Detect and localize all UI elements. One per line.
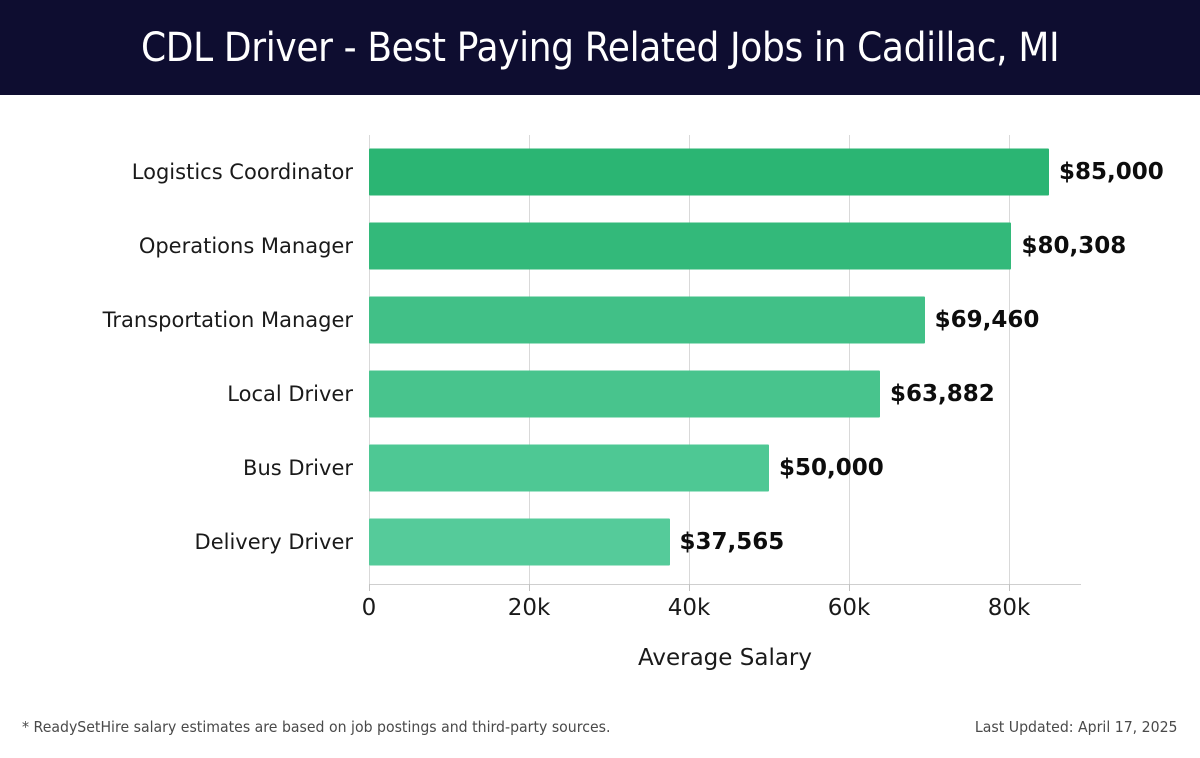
bar-row: Transportation Manager $69,460 — [0, 283, 1200, 357]
bar-value-label: $37,565 — [679, 529, 785, 555]
x-axis-title: Average Salary — [637, 645, 812, 671]
chart-header-band: CDL Driver - Best Paying Related Jobs in… — [0, 0, 1200, 95]
x-tick-mark — [529, 584, 530, 591]
bar-value-label: $80,308 — [1021, 233, 1127, 259]
x-tick-mark — [369, 584, 370, 591]
bar[interactable] — [369, 518, 670, 566]
x-tick-mark — [1009, 584, 1010, 591]
page-title: CDL Driver - Best Paying Related Jobs in… — [140, 24, 1060, 71]
x-tick-label: 80k — [987, 595, 1031, 621]
x-tick-mark — [849, 584, 850, 591]
bar-category-label: Operations Manager — [138, 234, 353, 258]
chart-plot-area: Logistics Coordinator $85,000 Operations M… — [0, 95, 1200, 690]
bar-category-label: Local Driver — [227, 382, 353, 406]
bar[interactable] — [369, 296, 925, 344]
bar-row: Delivery Driver $37,565 — [0, 505, 1200, 579]
bar-row: Operations Manager $80,308 — [0, 209, 1200, 283]
x-tick-label: 0 — [361, 595, 377, 621]
gridline — [689, 135, 690, 584]
bar-category-label: Transportation Manager — [102, 308, 353, 332]
bar-category-label: Bus Driver — [243, 456, 353, 480]
x-tick-mark — [689, 584, 690, 591]
gridline — [529, 135, 530, 584]
bar[interactable] — [369, 444, 769, 492]
x-tick-label: 60k — [827, 595, 871, 621]
x-axis-line — [369, 584, 1081, 585]
bar-value-label: $85,000 — [1059, 159, 1164, 185]
bar-value-label: $63,882 — [890, 381, 995, 407]
chart-footer: * ReadySetHire salary estimates are base… — [0, 706, 1200, 758]
bar-row: Local Driver $63,882 — [0, 357, 1200, 431]
bar-row: Logistics Coordinator $85,000 — [0, 135, 1200, 209]
gridline — [369, 135, 370, 584]
footer-last-updated: Last Updated: April 17, 2025 — [975, 718, 1178, 736]
bar[interactable] — [369, 148, 1049, 196]
gridline — [849, 135, 850, 584]
footer-disclaimer: * ReadySetHire salary estimates are base… — [22, 718, 611, 736]
bar-value-label: $69,460 — [934, 307, 1040, 333]
bar-row: Bus Driver $50,000 — [0, 431, 1200, 505]
x-tick-label: 20k — [507, 595, 551, 621]
bar[interactable] — [369, 370, 881, 418]
gridline — [1009, 135, 1010, 584]
bar[interactable] — [369, 222, 1012, 270]
bar-category-label: Delivery Driver — [194, 530, 353, 554]
bar-value-label: $50,000 — [779, 455, 884, 481]
x-tick-label: 40k — [667, 595, 711, 621]
bar-category-label: Logistics Coordinator — [131, 160, 353, 184]
